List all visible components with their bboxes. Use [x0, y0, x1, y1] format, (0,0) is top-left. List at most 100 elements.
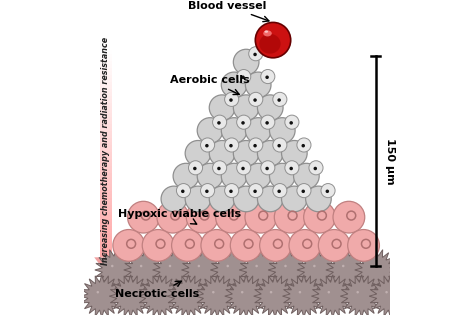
Circle shape [253, 190, 257, 193]
Circle shape [319, 229, 350, 261]
Polygon shape [326, 249, 369, 291]
Circle shape [209, 95, 235, 120]
Ellipse shape [259, 34, 281, 54]
Circle shape [297, 138, 311, 152]
Circle shape [249, 184, 263, 198]
Text: Necrotic cells: Necrotic cells [115, 281, 199, 299]
Circle shape [198, 265, 200, 267]
Polygon shape [239, 249, 282, 291]
Circle shape [229, 98, 233, 102]
Circle shape [333, 201, 365, 233]
Bar [100, 194, 111, 198]
Bar [100, 215, 111, 219]
Circle shape [253, 144, 257, 148]
Text: Aerobic cells: Aerobic cells [170, 75, 249, 94]
Circle shape [241, 291, 244, 294]
Circle shape [205, 190, 209, 193]
Circle shape [249, 92, 263, 106]
Circle shape [185, 141, 211, 166]
Circle shape [157, 201, 189, 233]
Circle shape [309, 161, 323, 175]
Text: 150 μm: 150 μm [384, 138, 394, 185]
Bar [100, 106, 111, 110]
Circle shape [261, 70, 275, 84]
Circle shape [301, 190, 305, 193]
Circle shape [229, 144, 233, 148]
Bar [100, 240, 111, 243]
Circle shape [356, 291, 359, 294]
Polygon shape [268, 249, 311, 291]
Circle shape [216, 201, 247, 233]
Polygon shape [138, 275, 181, 316]
Circle shape [371, 265, 374, 267]
Circle shape [233, 186, 259, 212]
Circle shape [221, 118, 247, 143]
Bar [100, 170, 111, 173]
Circle shape [201, 229, 233, 261]
Circle shape [249, 138, 263, 152]
Bar [100, 191, 111, 194]
Circle shape [241, 76, 245, 79]
Bar [100, 68, 111, 71]
Circle shape [225, 184, 239, 198]
Circle shape [221, 163, 247, 189]
Circle shape [253, 98, 257, 102]
Bar [100, 243, 111, 247]
Bar [100, 226, 111, 229]
Bar [100, 131, 111, 135]
Polygon shape [167, 275, 210, 316]
Bar [100, 71, 111, 75]
Circle shape [230, 229, 262, 261]
Bar [100, 229, 111, 233]
Circle shape [227, 265, 229, 267]
Bar [100, 208, 111, 212]
Circle shape [233, 141, 259, 166]
Circle shape [173, 163, 199, 189]
Bar [100, 50, 111, 54]
Circle shape [257, 186, 283, 212]
Polygon shape [124, 249, 166, 291]
Circle shape [273, 138, 287, 152]
Circle shape [217, 121, 221, 125]
Circle shape [209, 141, 235, 166]
Bar [100, 205, 111, 208]
Circle shape [328, 291, 330, 294]
Polygon shape [355, 249, 397, 291]
Circle shape [217, 167, 221, 170]
Polygon shape [94, 257, 118, 273]
Circle shape [193, 167, 197, 170]
Bar [100, 152, 111, 155]
Circle shape [245, 201, 277, 233]
Bar [100, 219, 111, 222]
Bar [100, 180, 111, 184]
Circle shape [197, 163, 223, 189]
Circle shape [297, 184, 311, 198]
Bar [100, 236, 111, 240]
Circle shape [183, 291, 186, 294]
Ellipse shape [264, 30, 268, 33]
Polygon shape [283, 275, 325, 316]
Bar [100, 166, 111, 170]
Bar [100, 75, 111, 78]
Circle shape [249, 47, 263, 61]
Bar [100, 250, 111, 254]
Bar [100, 117, 111, 120]
Circle shape [172, 229, 203, 261]
Bar [100, 103, 111, 106]
Circle shape [128, 201, 159, 233]
Polygon shape [153, 249, 195, 291]
Circle shape [257, 95, 283, 120]
Circle shape [212, 291, 215, 294]
Bar [100, 82, 111, 85]
Ellipse shape [263, 30, 272, 36]
Bar [100, 159, 111, 163]
Polygon shape [196, 275, 238, 316]
Circle shape [142, 229, 174, 261]
Circle shape [277, 190, 281, 193]
Circle shape [273, 92, 287, 106]
Text: Blood vessel: Blood vessel [188, 1, 269, 22]
Polygon shape [369, 275, 412, 316]
Circle shape [237, 70, 251, 84]
Circle shape [225, 92, 239, 106]
Bar [100, 100, 111, 103]
